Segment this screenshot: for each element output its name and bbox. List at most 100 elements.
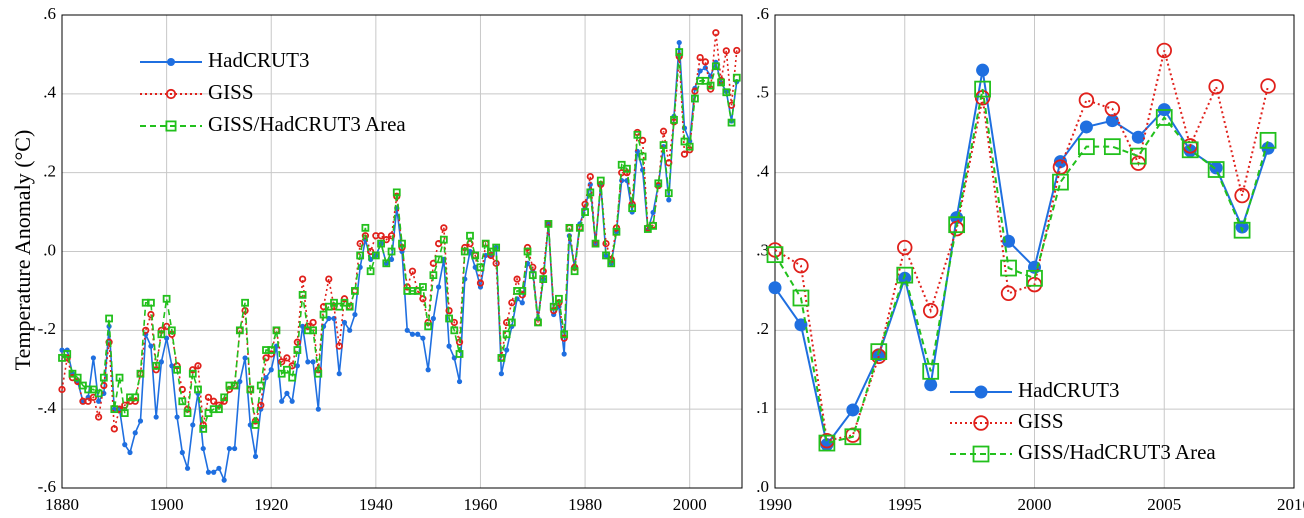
data-point — [419, 283, 427, 291]
data-point — [199, 424, 208, 433]
legend-marker — [972, 445, 990, 463]
plot-frame — [61, 14, 743, 489]
data-point — [696, 53, 704, 62]
data-point — [701, 58, 710, 66]
data-point — [347, 327, 353, 333]
data-point — [263, 375, 269, 381]
data-point — [654, 179, 663, 188]
data-point — [235, 326, 244, 335]
data-point — [845, 427, 861, 443]
data-point — [476, 279, 485, 287]
data-point — [561, 351, 567, 357]
data-point — [1052, 173, 1069, 191]
data-point — [94, 413, 103, 421]
data-point — [304, 322, 312, 331]
data-point — [565, 223, 574, 232]
data-point — [277, 369, 286, 378]
data-point — [592, 241, 599, 247]
data-point — [157, 330, 166, 339]
data-point — [451, 355, 457, 361]
data-point — [115, 373, 124, 382]
data-point — [1105, 114, 1119, 128]
data-point — [188, 369, 197, 378]
data-point — [504, 347, 510, 353]
data-point — [487, 251, 495, 260]
series-line — [774, 70, 1269, 447]
data-point — [1103, 138, 1121, 156]
data-point — [89, 385, 98, 394]
data-point — [278, 358, 286, 366]
data-point — [529, 263, 537, 271]
data-point — [59, 347, 65, 353]
data-point — [110, 405, 119, 414]
data-point — [169, 363, 175, 369]
data-point — [617, 160, 626, 169]
data-point — [340, 295, 349, 303]
data-point — [870, 343, 888, 360]
data-point — [90, 355, 96, 361]
data-point — [534, 318, 542, 327]
data-point — [215, 405, 223, 414]
data-point — [701, 76, 710, 85]
data-point — [63, 350, 72, 358]
data-point — [132, 430, 138, 436]
data-point — [1209, 161, 1223, 175]
data-point — [183, 409, 192, 417]
data-point — [1078, 92, 1095, 108]
y-tick-label: .1 — [756, 398, 769, 417]
data-point — [152, 366, 160, 374]
data-point — [586, 172, 594, 181]
data-point — [502, 330, 511, 339]
y-tick-label: -.2 — [38, 319, 56, 338]
data-point — [792, 289, 810, 307]
data-point — [162, 294, 171, 303]
data-point — [305, 359, 311, 365]
data-point — [523, 247, 532, 256]
data-point — [487, 247, 495, 256]
data-point — [242, 355, 248, 361]
data-point — [382, 236, 390, 244]
data-point — [173, 362, 181, 370]
data-point — [492, 243, 501, 252]
data-point — [377, 232, 385, 240]
data-point — [216, 465, 222, 471]
data-point — [623, 164, 631, 173]
data-point — [251, 417, 260, 425]
data-point — [1234, 187, 1250, 204]
legend-label: GISS — [208, 80, 254, 104]
data-point — [413, 287, 422, 295]
data-point — [404, 327, 410, 333]
data-point — [1000, 259, 1017, 277]
data-point — [366, 247, 375, 256]
data-point — [356, 251, 365, 260]
data-point — [429, 271, 438, 280]
data-point — [167, 326, 176, 335]
data-point — [371, 251, 380, 260]
data-point — [232, 445, 238, 452]
data-point — [575, 223, 584, 232]
data-point — [467, 248, 473, 255]
data-point — [456, 378, 463, 385]
data-point — [210, 397, 218, 405]
data-point — [324, 302, 333, 311]
data-point — [256, 381, 265, 390]
data-point — [387, 232, 396, 240]
data-point — [508, 299, 516, 307]
data-point — [649, 221, 657, 230]
data-point — [549, 302, 558, 311]
y-tick-label: .2 — [756, 319, 769, 338]
y-tick-label: .2 — [43, 162, 56, 181]
data-point — [377, 239, 385, 248]
data-point — [539, 267, 547, 275]
data-point — [670, 115, 678, 124]
data-point — [252, 453, 259, 460]
data-point — [94, 389, 103, 398]
data-point — [560, 334, 568, 342]
data-point — [383, 260, 389, 266]
data-point — [1000, 285, 1017, 302]
data-point — [581, 208, 589, 216]
legend-marker — [165, 120, 177, 132]
data-point — [68, 369, 77, 378]
y-tick-label: .6 — [756, 4, 769, 23]
